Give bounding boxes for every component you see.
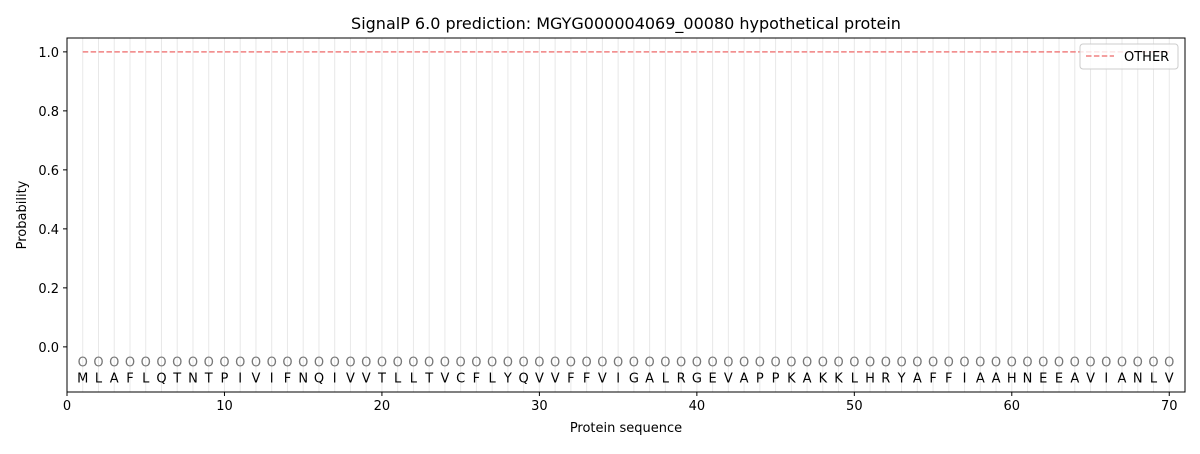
residue-label: F	[126, 372, 133, 387]
residue-label: I	[333, 372, 337, 387]
x-axis-label: Protein sequence	[570, 421, 682, 436]
residue-label: V	[440, 372, 449, 387]
y-tick-label: 0.2	[38, 282, 59, 297]
residue-label: L	[95, 372, 103, 387]
y-axis: 0.0 0.2 0.4 0.6 0.8 1.0	[38, 46, 67, 356]
residue-label: A	[913, 372, 922, 387]
residue-label: E	[1055, 372, 1063, 387]
residue-label: K	[787, 372, 796, 387]
residue-label: L	[1150, 372, 1158, 387]
residue-label: P	[221, 372, 229, 387]
grid-lines	[82, 38, 1170, 392]
residue-label: G	[629, 372, 639, 387]
region-labels: OOOOOOOOOOOOOOOOOOOOOOOOOOOOOOOOOOOOOOOO…	[78, 356, 1175, 371]
y-tick-label: 0.4	[38, 223, 59, 238]
residue-label: L	[489, 372, 497, 387]
residue-label: N	[188, 372, 198, 387]
residue-label: F	[583, 372, 590, 387]
residue-label: N	[1023, 372, 1033, 387]
residue-label: V	[346, 372, 355, 387]
residue-label: Q	[519, 372, 529, 387]
residue-label: I	[238, 372, 242, 387]
residue-label: N	[298, 372, 308, 387]
residue-label: A	[110, 372, 119, 387]
residue-label: V	[535, 372, 544, 387]
x-tick-label: 30	[531, 399, 548, 414]
residue-label: A	[803, 372, 812, 387]
y-tick-label: 0.8	[38, 105, 59, 120]
residue-label: L	[662, 372, 670, 387]
residue-label: M	[77, 372, 88, 387]
residue-label: R	[881, 372, 890, 387]
residue-label: N	[1133, 372, 1143, 387]
x-tick-label: 20	[374, 399, 391, 414]
residue-label: T	[172, 372, 181, 387]
residue-label: P	[756, 372, 764, 387]
residue-label: V	[1086, 372, 1095, 387]
residue-label: Y	[897, 372, 906, 387]
residue-label: V	[724, 372, 733, 387]
residue-label: Q	[156, 372, 166, 387]
residue-label: A	[976, 372, 985, 387]
residue-label: E	[708, 372, 716, 387]
y-tick-label: 0.6	[38, 164, 59, 179]
residue-label: V	[1165, 372, 1174, 387]
legend-label-other: OTHER	[1124, 50, 1169, 65]
residue-label: I	[1104, 372, 1108, 387]
x-axis: 0 10 20 30 40 50 60 70	[63, 392, 1178, 414]
residue-label: L	[851, 372, 859, 387]
chart-title: SignalP 6.0 prediction: MGYG000004069_00…	[351, 14, 901, 34]
residue-label: F	[284, 372, 291, 387]
residue-label: F	[945, 372, 952, 387]
residue-label: E	[1039, 372, 1047, 387]
residue-label: K	[819, 372, 828, 387]
residue-label: V	[551, 372, 560, 387]
residue-label: I	[616, 372, 620, 387]
residue-label: A	[740, 372, 749, 387]
residue-label: I	[963, 372, 967, 387]
x-tick-label: 60	[1004, 399, 1021, 414]
residue-label: A	[1070, 372, 1079, 387]
legend-box	[1079, 43, 1179, 70]
residue-label: A	[645, 372, 654, 387]
x-tick-label: 50	[846, 399, 863, 414]
y-tick-label: 1.0	[38, 46, 59, 61]
x-tick-label: 70	[1161, 399, 1178, 414]
residue-label: H	[865, 372, 875, 387]
plot-frame	[66, 37, 1186, 393]
residue-label: P	[772, 372, 780, 387]
residue-label: R	[677, 372, 686, 387]
residue-label: T	[204, 372, 213, 387]
residue-label: G	[692, 372, 702, 387]
residue-label: K	[834, 372, 843, 387]
legend: OTHER	[1079, 43, 1179, 70]
residue-label: V	[252, 372, 261, 387]
residue-label: H	[1007, 372, 1017, 387]
residue-label: T	[424, 372, 433, 387]
x-tick-label: 40	[689, 399, 706, 414]
residue-label: L	[394, 372, 402, 387]
x-tick-label: 10	[216, 399, 233, 414]
residue-label: A	[992, 372, 1001, 387]
residue-label: F	[929, 372, 936, 387]
residue-label: T	[377, 372, 386, 387]
x-tick-label: 0	[63, 399, 71, 414]
residue-label: A	[1118, 372, 1127, 387]
residue-label: I	[270, 372, 274, 387]
residue-label: F	[473, 372, 480, 387]
residue-label: V	[598, 372, 607, 387]
y-axis-label: Probability	[15, 180, 30, 249]
residue-label: Q	[314, 372, 324, 387]
residue-label: Y	[503, 372, 512, 387]
residue-label: L	[410, 372, 418, 387]
residue-label: F	[567, 372, 574, 387]
y-tick-label: 0.0	[38, 341, 59, 356]
residue-label: C	[456, 372, 465, 387]
residue-label: V	[362, 372, 371, 387]
residue-label: L	[142, 372, 150, 387]
